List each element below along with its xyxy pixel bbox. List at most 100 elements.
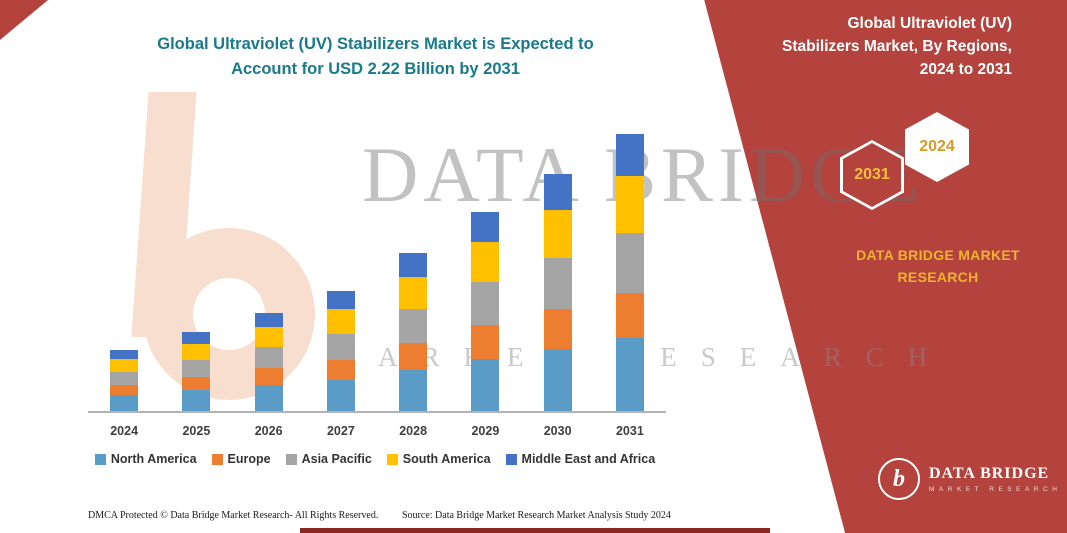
databridge-logo-title: DATA BRIDGE: [929, 465, 1050, 482]
bar-segment-middle-east-and-africa: [254, 313, 283, 327]
bar-column-2027: 2027: [305, 118, 377, 438]
legend-swatch: [386, 453, 398, 465]
stacked-bar-2025: [182, 332, 211, 411]
bar-segment-asia-pacific: [182, 360, 211, 377]
bar-segment-north-america: [471, 359, 500, 411]
bar-column-2031: 2031: [594, 118, 666, 438]
brand-text: DATA BRIDGE MARKET RESEARCH: [838, 244, 1038, 288]
bar-segment-north-america: [254, 385, 283, 411]
bar-segment-south-america: [543, 210, 572, 258]
year-badge-2024-label: 2024: [919, 138, 955, 155]
brand-text-line2: RESEARCH: [897, 269, 979, 285]
bar-segment-south-america: [110, 359, 139, 372]
legend-label: Middle East and Africa: [521, 452, 656, 466]
legend-item-south-america: South America: [386, 452, 491, 466]
bar-segment-south-america: [326, 309, 355, 334]
panel-heading-line3: 2024 to 2031: [919, 61, 1012, 78]
bar-segment-europe: [254, 368, 283, 385]
bar-segment-asia-pacific: [471, 282, 500, 325]
footer-source-text: Source: Data Bridge Market Research Mark…: [402, 510, 671, 521]
bar-segment-asia-pacific: [254, 347, 283, 368]
bar-segment-north-america: [326, 380, 355, 411]
bar-segment-north-america: [543, 349, 572, 411]
bar-segment-middle-east-and-africa: [110, 350, 139, 359]
bar-segment-middle-east-and-africa: [615, 134, 644, 176]
bar-segment-europe: [182, 377, 211, 390]
bar-segment-middle-east-and-africa: [471, 212, 500, 242]
databridge-logo-icon: b: [878, 458, 920, 500]
databridge-logo-text: DATA BRIDGE MARKET RESEARCH: [929, 465, 1061, 493]
bar-segment-asia-pacific: [615, 233, 644, 293]
x-axis-label-2029: 2029: [471, 424, 500, 438]
stacked-bar-2024: [110, 350, 139, 411]
chart-title-line2: Account for USD 2.22 Billion by 2031: [231, 59, 520, 78]
chart-title: Global Ultraviolet (UV) Stabilizers Mark…: [128, 32, 623, 82]
bar-segment-middle-east-and-africa: [399, 253, 428, 277]
legend-item-asia-pacific: Asia Pacific: [285, 452, 372, 466]
legend-label: Asia Pacific: [301, 452, 372, 466]
bar-segment-south-america: [615, 176, 644, 233]
year-badge-2031: 2031: [840, 140, 904, 210]
chart-legend: North America Europe Asia Pacific South Ame…: [60, 452, 690, 466]
footer-dmca-text: DMCA Protected © Data Bridge Market Rese…: [88, 510, 379, 521]
legend-item-middle-east-and-africa: Middle East and Africa: [505, 452, 656, 466]
bar-segment-europe: [543, 309, 572, 349]
bar-segment-asia-pacific: [326, 334, 355, 360]
databridge-logo: b DATA BRIDGE MARKET RESEARCH: [878, 458, 1061, 500]
bar-segment-middle-east-and-africa: [543, 174, 572, 210]
bar-segment-europe: [615, 293, 644, 338]
year-badge-2031-fill: [843, 143, 901, 207]
year-badge-2031-label: 2031: [854, 166, 890, 183]
legend-item-north-america: North America: [94, 452, 197, 466]
bar-segment-europe: [399, 343, 428, 370]
stacked-bar-chart: 2024 2025 2026 2027 2028 2029 2030 2031: [88, 118, 666, 438]
bar-segment-south-america: [254, 327, 283, 347]
legend-swatch: [505, 453, 517, 465]
bar-segment-south-america: [471, 242, 500, 282]
x-axis-label-2026: 2026: [254, 424, 283, 438]
corner-accent-triangle: [0, 0, 48, 40]
bar-column-2030: 2030: [522, 118, 594, 438]
x-axis-label-2031: 2031: [615, 424, 644, 438]
bar-segment-north-america: [182, 390, 211, 411]
bar-segment-north-america: [615, 338, 644, 411]
panel-heading: Global Ultraviolet (UV) Stabilizers Mark…: [712, 12, 1012, 81]
bar-segment-asia-pacific: [543, 258, 572, 309]
stacked-bar-2030: [543, 174, 572, 411]
bar-column-2028: 2028: [377, 118, 449, 438]
x-axis-label-2028: 2028: [399, 424, 428, 438]
bar-segment-south-america: [399, 277, 428, 309]
legend-swatch: [285, 453, 297, 465]
legend-item-europe: Europe: [211, 452, 271, 466]
brand-text-line1: DATA BRIDGE MARKET: [856, 247, 1020, 263]
stacked-bar-2031: [615, 134, 644, 411]
stacked-bar-2027: [326, 291, 355, 411]
bar-segment-europe: [471, 325, 500, 359]
bar-segment-asia-pacific: [399, 309, 428, 343]
databridge-logo-subtitle: MARKET RESEARCH: [929, 486, 1062, 493]
stacked-bar-2029: [471, 212, 500, 411]
bar-column-2029: 2029: [449, 118, 521, 438]
x-axis-label-2027: 2027: [326, 424, 355, 438]
stacked-bar-2028: [399, 253, 428, 411]
bar-segment-europe: [326, 360, 355, 380]
bar-segment-north-america: [399, 370, 428, 411]
x-axis-label-2025: 2025: [182, 424, 211, 438]
bar-segment-south-america: [182, 344, 211, 360]
legend-swatch: [211, 453, 223, 465]
legend-swatch: [94, 453, 106, 465]
bar-column-2024: 2024: [88, 118, 160, 438]
bar-column-2025: 2025: [160, 118, 232, 438]
year-badge-2024: 2024: [905, 112, 969, 182]
x-axis-label-2024: 2024: [110, 424, 139, 438]
bottom-accent-strip: [300, 528, 770, 533]
panel-heading-line2: Stabilizers Market, By Regions,: [782, 38, 1012, 55]
legend-label: North America: [110, 452, 197, 466]
bar-segment-middle-east-and-africa: [182, 332, 211, 344]
bar-column-2026: 2026: [233, 118, 305, 438]
legend-label: Europe: [227, 452, 271, 466]
x-axis-label-2030: 2030: [543, 424, 572, 438]
bar-segment-europe: [110, 385, 139, 395]
stacked-bar-2026: [254, 313, 283, 411]
